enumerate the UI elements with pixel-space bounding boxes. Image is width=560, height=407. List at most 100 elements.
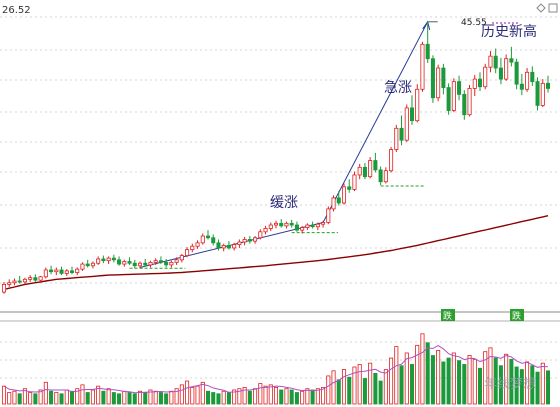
candle [415, 84, 420, 123]
candle [17, 275, 22, 284]
candle [54, 267, 59, 276]
volume-bar [106, 388, 111, 405]
candle [211, 234, 216, 246]
candle [179, 253, 184, 263]
volume-bar [211, 392, 216, 405]
volume-bar [409, 364, 415, 405]
candle [446, 83, 451, 115]
candle [362, 163, 367, 180]
volume-bar [284, 388, 289, 405]
volume-grid [0, 341, 560, 379]
volume-bar [477, 367, 483, 405]
candle [389, 146, 394, 173]
candle [504, 54, 509, 81]
volume-bar [357, 364, 362, 405]
volume-bar [185, 380, 190, 405]
candle [132, 259, 137, 269]
candle [90, 261, 95, 269]
volume-bar [519, 369, 524, 405]
volume-bar [315, 388, 320, 405]
volume-bar [164, 393, 169, 405]
volume-bar [389, 357, 394, 405]
volume-bar [158, 392, 163, 405]
candle [357, 163, 362, 180]
candle [185, 247, 190, 258]
candle [477, 72, 483, 91]
volume-bar [221, 390, 226, 405]
volume-bar [38, 389, 43, 405]
volume-bar [289, 389, 294, 405]
volume-bar [300, 390, 305, 405]
candle [383, 167, 388, 184]
volume-bar [420, 333, 425, 405]
candle [279, 219, 284, 228]
volume-bar [59, 393, 64, 405]
volume-bar [143, 392, 148, 405]
candle [378, 166, 383, 186]
candle [85, 259, 90, 268]
volume-bar [33, 393, 38, 405]
candle [493, 48, 498, 74]
candle [525, 68, 530, 92]
volume-bar [7, 392, 12, 405]
candle [530, 66, 535, 86]
panel-toggle-icon[interactable] [548, 3, 558, 13]
candle [242, 236, 247, 246]
volume-bar [90, 389, 95, 405]
candle [195, 240, 200, 249]
volume-bar [294, 392, 299, 405]
volume-bar [514, 366, 519, 405]
candle [247, 236, 252, 244]
volume-bar [12, 390, 17, 405]
diamond-icon[interactable] [536, 3, 546, 13]
candle [137, 261, 143, 269]
candle [148, 260, 153, 268]
candle [399, 115, 404, 146]
volume-bar [17, 393, 22, 405]
volume-bar [540, 362, 545, 405]
candle [404, 104, 409, 142]
candle [347, 179, 352, 193]
candle [514, 58, 519, 90]
candle [310, 221, 315, 229]
candle [38, 275, 43, 283]
candle [457, 75, 462, 101]
candle [127, 257, 132, 265]
volume-bar [263, 385, 268, 405]
candle [221, 243, 226, 252]
volume-bar [498, 365, 503, 405]
volume-bar [525, 361, 530, 405]
volume-bar [352, 366, 357, 405]
volume-bar [122, 390, 127, 405]
volume-bar [237, 388, 242, 405]
candle [75, 267, 80, 276]
candle [420, 41, 425, 92]
candle [12, 278, 17, 286]
volume-bar [310, 389, 315, 405]
candle [28, 275, 33, 282]
candle [305, 223, 310, 231]
candle [43, 267, 48, 279]
volume-marker-1-label: 跌 [443, 311, 452, 322]
volume-bar [488, 347, 493, 405]
watermark: 年线梦想 [484, 376, 536, 392]
candle [462, 90, 467, 120]
volume-bar [436, 350, 441, 405]
candle [253, 236, 258, 244]
candle [226, 241, 231, 250]
volume-bar [132, 393, 137, 405]
candle [519, 74, 524, 96]
volume-bar [446, 357, 451, 405]
candle [49, 265, 54, 275]
volume-bar [258, 383, 263, 405]
volume-bar [111, 392, 116, 405]
candle [122, 259, 127, 267]
volume-bar [96, 385, 101, 405]
candle [341, 183, 347, 205]
volume-bar [226, 392, 231, 405]
volume-bar [336, 379, 341, 405]
candle [174, 257, 179, 265]
volume-bar [127, 392, 132, 405]
volume-bar [509, 358, 514, 405]
